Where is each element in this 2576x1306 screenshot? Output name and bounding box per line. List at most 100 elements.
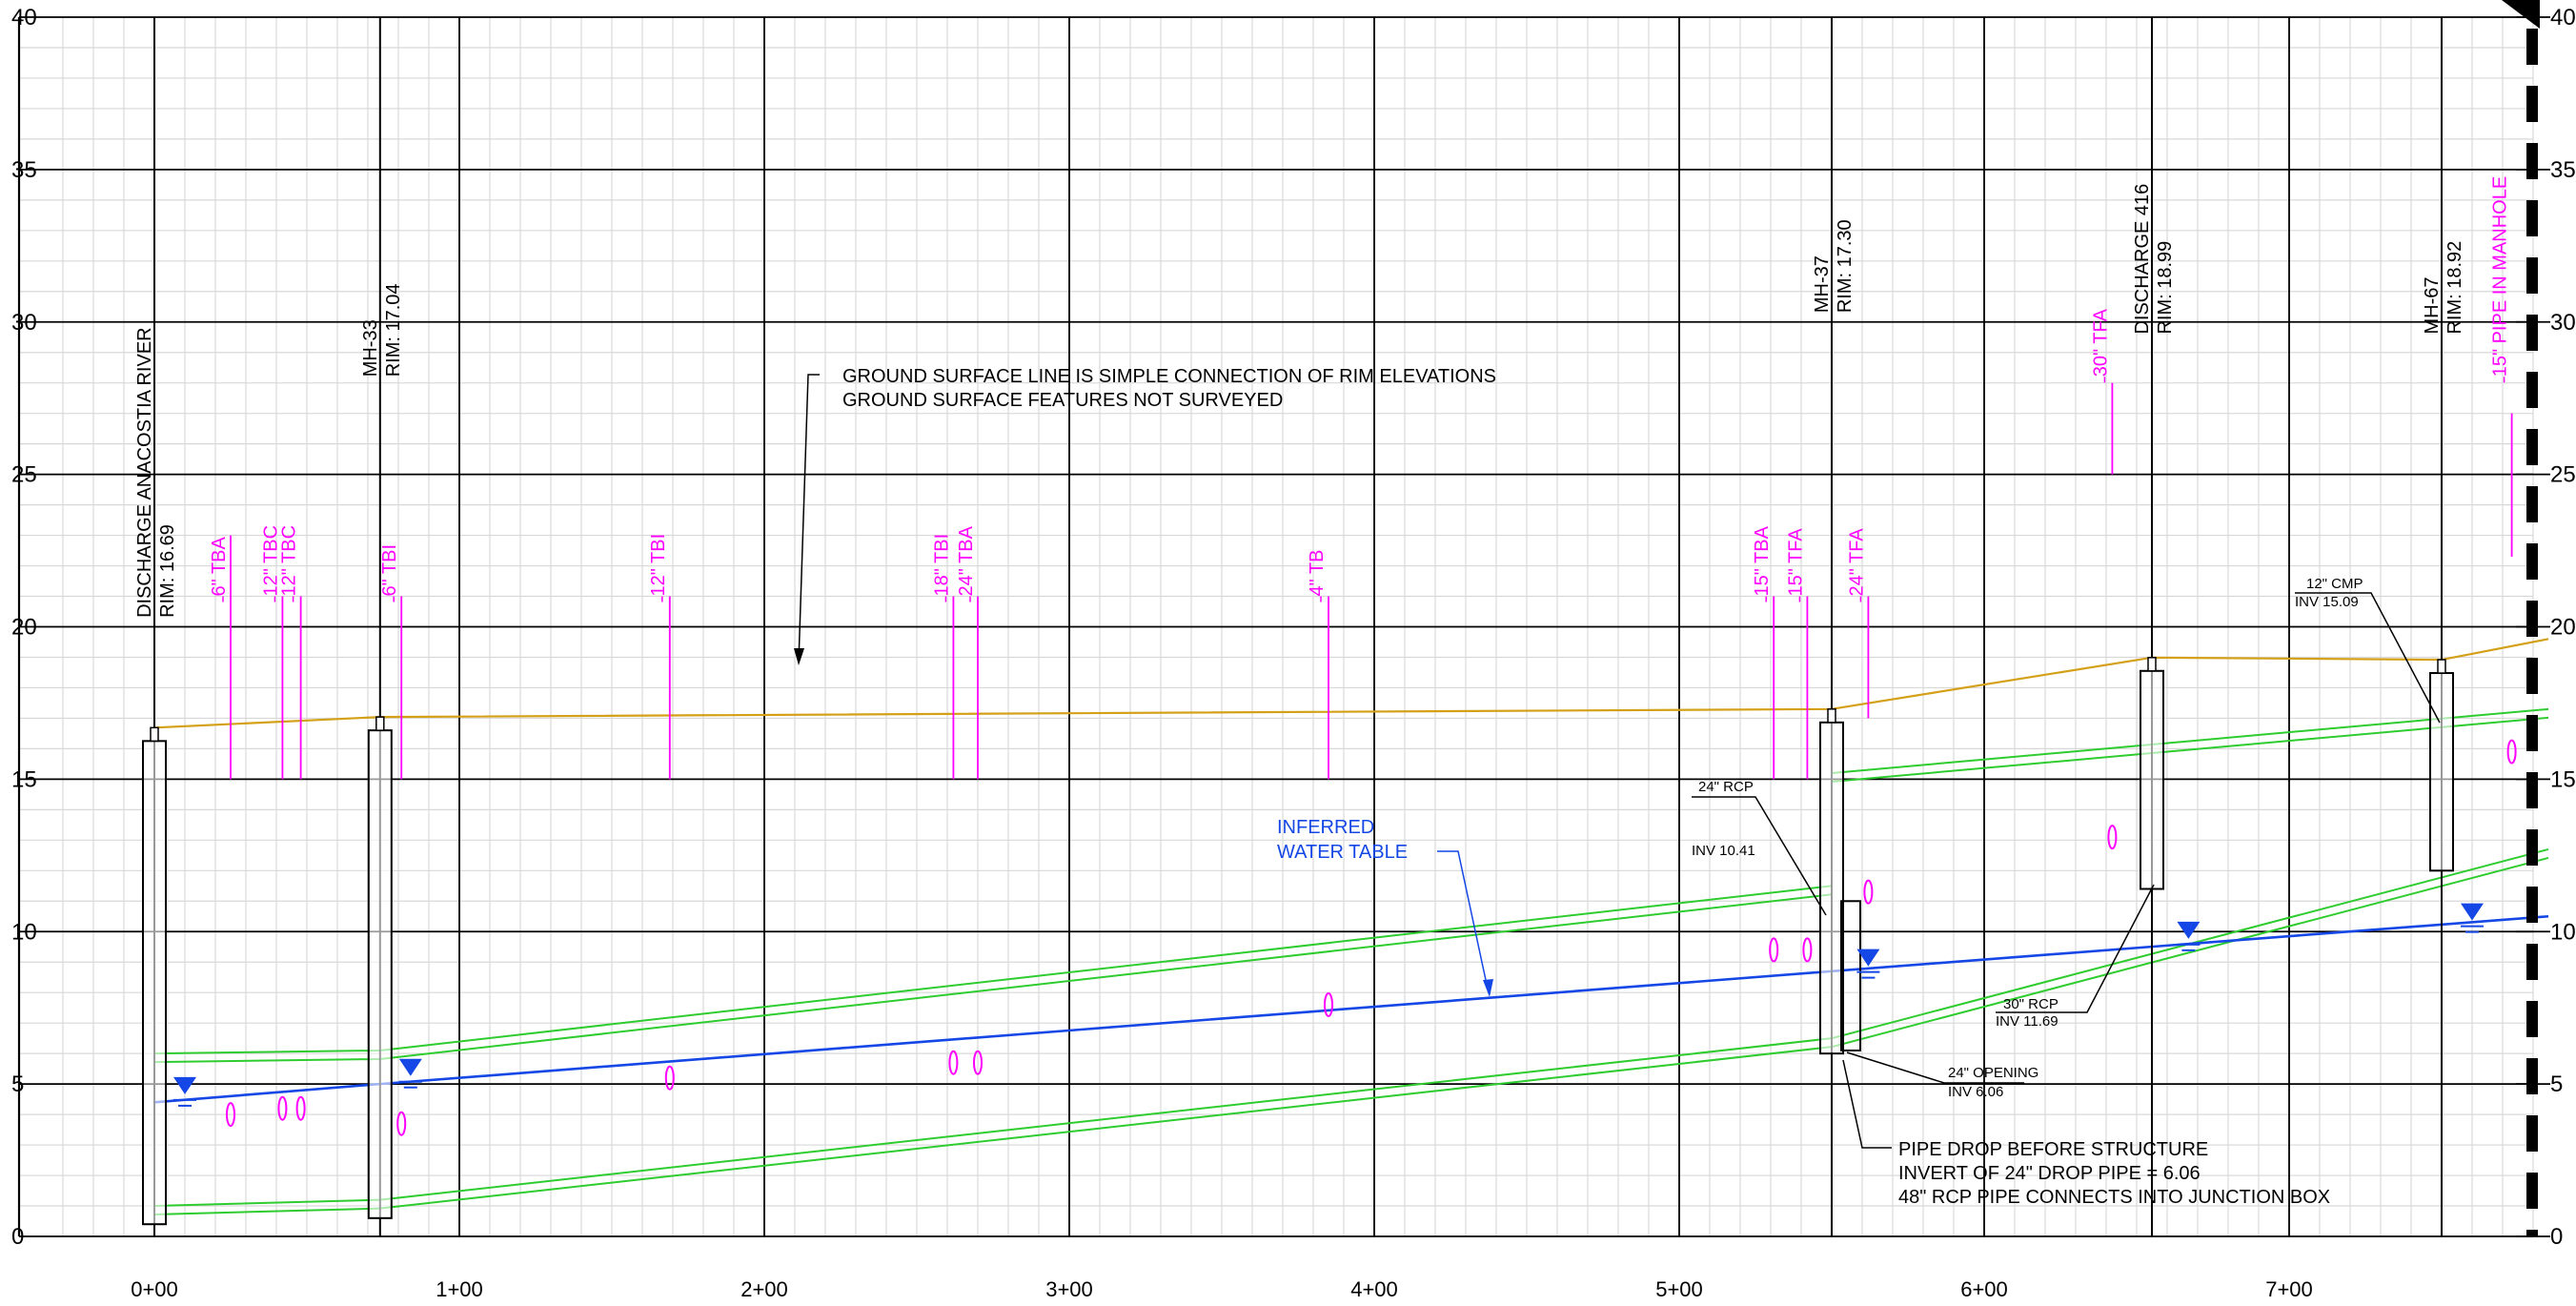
structure-name-label: MH-67 (2422, 277, 2443, 335)
structure-box (1819, 721, 1844, 1055)
rcp30-leader (1996, 884, 2155, 1013)
utility-label: 12" TBC (279, 525, 300, 597)
y-tick-label-right: 10 (2550, 919, 2576, 945)
y-tick-label-right: 20 (2550, 615, 2576, 641)
structure-rim (2437, 659, 2446, 674)
utility-label: 4" TB (1307, 550, 1328, 597)
y-tick-label-right: 5 (2550, 1071, 2563, 1097)
utility-label: 15" TFA (1785, 528, 1806, 597)
utility-crossing-mark (295, 1095, 306, 1121)
drop-pipe-box (1840, 900, 1861, 1051)
y-tick-label-left: 15 (11, 766, 37, 792)
structure-rim-label: RIM: 17.30 (1835, 219, 1856, 313)
structure-rim-label: RIM: 16.69 (157, 524, 178, 618)
structure-box (367, 729, 393, 1219)
utility-label: 12" TBI (648, 534, 669, 597)
y-tick-label-right: 15 (2550, 766, 2576, 792)
rcp24-label-line2: INV 10.41 (1692, 843, 1755, 859)
utility-label: 6" TBI (379, 544, 400, 597)
utility-label: 15" TBA (1752, 525, 1773, 596)
utility-crossing-mark (1324, 991, 1333, 1017)
water-note-leader (1437, 850, 1490, 994)
utility-crossing-mark (277, 1095, 288, 1121)
x-tick-label: 0+00 (131, 1277, 178, 1301)
ground-surface-polyline (153, 638, 2549, 729)
drop-note-leader (1842, 1059, 1892, 1149)
utility-label: 15" PIPE IN MANHOLE (2490, 176, 2511, 378)
x-tick-label: 3+00 (1045, 1277, 1093, 1301)
cmp12-leader (2295, 592, 2441, 724)
opening24-label-line1: 24" OPENING (1948, 1065, 2038, 1081)
structure-name-label: MH-33 (360, 319, 381, 377)
pipe-edge-line (1831, 716, 2549, 783)
structure-name-label: DISCHARGE 416 (2132, 184, 2153, 335)
cmp12-label-line2: INV 15.09 (2295, 594, 2359, 610)
y-tick-label-left: 10 (11, 919, 37, 945)
utility-label: 6" TBA (209, 537, 230, 597)
x-tick-label: 2+00 (740, 1277, 788, 1301)
pipe-edge-line (153, 885, 1833, 1055)
utility-crossing-mark (973, 1050, 983, 1075)
utility-label: 30" TFA (2090, 308, 2111, 377)
utility-crossing-mark (664, 1065, 675, 1091)
utility-crossing-mark (2506, 739, 2517, 765)
water-level-triangle (398, 1058, 422, 1076)
utility-label: 24" TFA (1846, 528, 1867, 597)
opening24-leader (1846, 1051, 2024, 1084)
cmp12-label-line1: 12" CMP (2306, 576, 2363, 592)
x-tick-label: 1+00 (436, 1277, 483, 1301)
water-level-triangle (2177, 921, 2201, 939)
utility-crossing-mark (396, 1111, 407, 1136)
utility-label: 18" TBI (931, 534, 952, 597)
x-tick-label: 4+00 (1350, 1277, 1398, 1301)
water-level-triangle (173, 1076, 196, 1094)
ground-note-line1: GROUND SURFACE LINE IS SIMPLE CONNECTION… (842, 366, 1496, 387)
match-line (2502, 0, 2540, 1236)
match-line-arrowhead (2502, 0, 2540, 29)
rcp24-label-line1: 24" RCP (1698, 779, 1754, 795)
utility-crossing-mark (2107, 825, 2118, 850)
y-tick-label-left: 25 (11, 462, 37, 488)
pipe-edge-line (1831, 707, 2549, 774)
structure-name-label: MH-37 (1812, 255, 1833, 313)
y-tick-label-left: 40 (11, 5, 37, 31)
structure-rim (375, 716, 385, 731)
y-tick-label-right: 40 (2550, 5, 2576, 31)
x-tick-label: 7+00 (2265, 1277, 2313, 1301)
structure-box (2429, 672, 2454, 872)
water-note-arrowhead (1483, 979, 1493, 997)
structure-rim-label: RIM: 17.04 (383, 283, 404, 377)
y-tick-label-right: 35 (2550, 157, 2576, 183)
drop-note-line2: INVERT OF 24" DROP PIPE = 6.06 (1898, 1163, 2201, 1184)
y-tick-label-left: 5 (11, 1071, 24, 1097)
y-tick-label-right: 0 (2550, 1224, 2563, 1250)
opening24-label-line2: INV 6.06 (1948, 1084, 2003, 1100)
rcp30-label-line1: 30" RCP (2003, 996, 2059, 1012)
rcp24-leader (1692, 796, 1827, 916)
callouts: GROUND SURFACE LINE IS SIMPLE CONNECTION… (794, 366, 2441, 1208)
structure-box (142, 740, 167, 1226)
utility-crossing-mark (1802, 937, 1813, 963)
ground-surface-line (153, 638, 2549, 729)
y-tick-label-right: 25 (2550, 462, 2576, 488)
utility-crossing-mark (1769, 937, 1779, 963)
rcp30-label-line2: INV 11.69 (1996, 1013, 2059, 1030)
utility-crossing-mark (948, 1050, 959, 1075)
water-level-markers (173, 903, 2484, 1107)
structure-rim-label: RIM: 18.92 (2444, 241, 2465, 335)
drop-note-line1: PIPE DROP BEFORE STRUCTURE (1898, 1139, 2208, 1160)
y-tick-label-right: 30 (2550, 310, 2576, 336)
utility-label: 12" TBC (260, 525, 281, 597)
water-note-line2: WATER TABLE (1277, 842, 1408, 863)
x-tick-label: 6+00 (1960, 1277, 2008, 1301)
water-level-triangle (2461, 903, 2484, 921)
utility-crossing-mark (226, 1102, 235, 1128)
drop-note-line3: 48" RCP PIPE CONNECTS INTO JUNCTION BOX (1898, 1187, 2330, 1208)
y-tick-label-left: 20 (11, 615, 37, 641)
pipe-edge-line (1831, 856, 2549, 1049)
structure-rim (1827, 708, 1836, 724)
structure-rim (2147, 657, 2157, 672)
x-tick-label: 5+00 (1655, 1277, 1703, 1301)
